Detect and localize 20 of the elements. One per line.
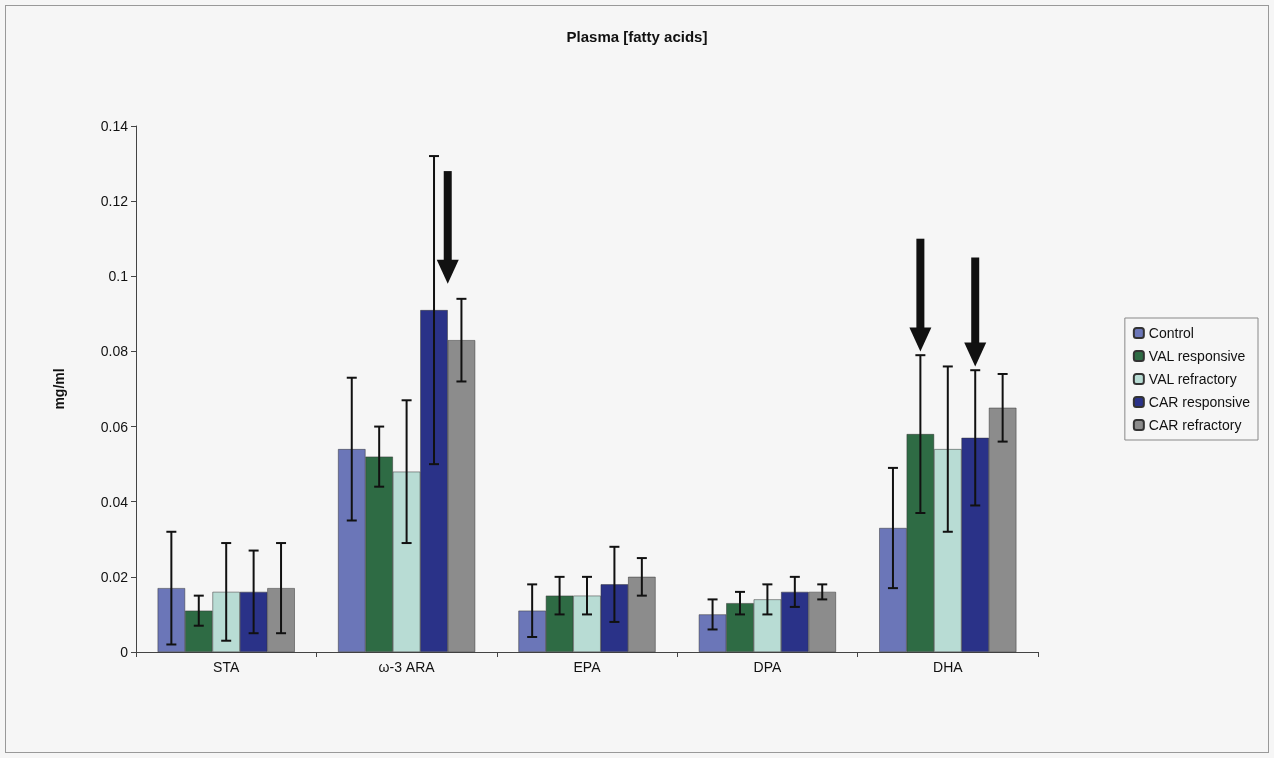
x-tick-label: DPA [753,659,782,675]
y-tick-label: 0 [120,644,129,660]
legend-label: CAR responsive [1148,394,1251,410]
y-tick-label: 0.06 [100,418,129,435]
y-axis-title: mg/ml [51,368,67,410]
y-tick-label: 0.04 [100,493,129,510]
legend-label: VAL refractory [1148,371,1237,387]
y-tick-label: 0.02 [100,568,129,585]
y-tick-label: 0.1 [108,268,129,285]
x-tick-label: STA [213,659,240,675]
legend-label: Control [1148,325,1194,341]
chart-title: Plasma [fatty acids] [566,28,708,45]
y-tick-label: 0.14 [100,118,129,134]
y-tick-label: 0.12 [100,193,129,210]
y-tick-label: 0.08 [100,343,129,360]
legend-label: VAL responsive [1148,348,1246,364]
legend-label: CAR refractory [1148,417,1242,433]
x-tick-label: EPA [573,659,602,675]
x-tick-label: ω-3 ARA [378,659,436,675]
x-tick-label: DHA [933,659,964,675]
